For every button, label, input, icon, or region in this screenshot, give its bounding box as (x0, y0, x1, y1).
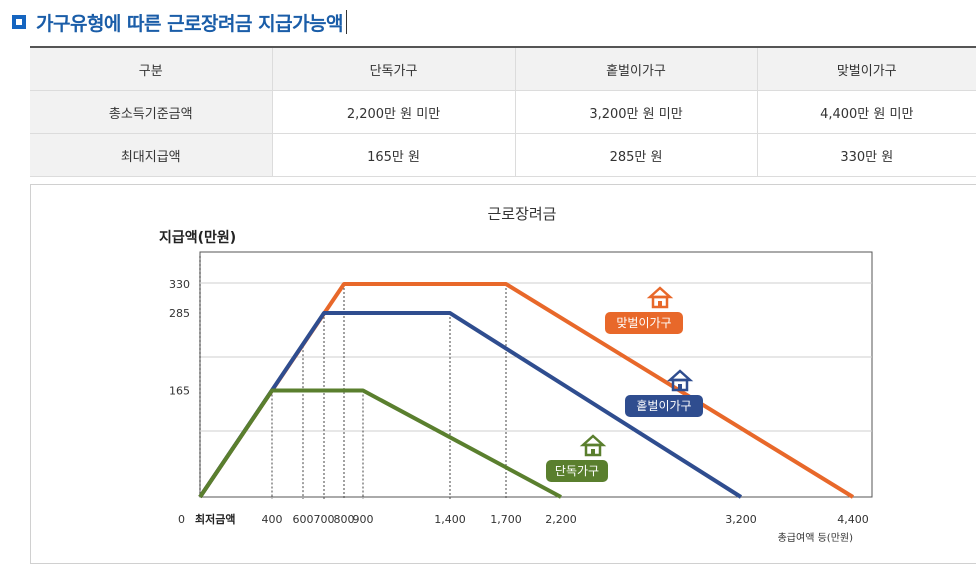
house-icon-door (678, 384, 682, 390)
table-cell: 4,400만 원 미만 (756, 90, 976, 134)
plot-frame (199, 251, 873, 498)
house-icon-door (658, 301, 662, 307)
text-cursor (346, 10, 348, 34)
benefit-table: 구분 단독가구 홑벌이가구 맞벌이가구 총소득기준금액 2,200만 원 미만 … (30, 46, 976, 177)
x-tick-label: 4,400 (837, 513, 869, 526)
table-cell: 165만 원 (271, 133, 515, 177)
table-header-cell: 구분 (30, 46, 272, 91)
series-badge-label: 홑벌이가구 (636, 399, 691, 413)
table-cell: 2,200만 원 미만 (271, 90, 515, 134)
series-badge-label: 단독가구 (555, 464, 599, 478)
y-tick-label: 330 (169, 278, 190, 291)
table-cell: 3,200만 원 미만 (514, 90, 757, 134)
x-min-label: 최저금액 (195, 512, 235, 526)
series-line (198, 388, 562, 499)
table-header-row: 구분 단독가구 홑벌이가구 맞벌이가구 (30, 46, 976, 91)
table-header-cell: 맞벌이가구 (756, 46, 976, 91)
x-tick-label: 700 (314, 513, 335, 526)
x-tick-label: 1,700 (490, 513, 522, 526)
x-tick-label: 2,200 (545, 513, 577, 526)
table-row: 최대지급액 165만 원 285만 원 330만 원 (30, 133, 976, 177)
series-badge (605, 312, 683, 334)
table-header-cell: 홑벌이가구 (514, 46, 757, 91)
x-tick-label: 600 (293, 513, 314, 526)
x-tick-label: 400 (262, 513, 283, 526)
series-badge (546, 460, 608, 482)
x-tick-label: 3,200 (725, 513, 757, 526)
y-tick-label: 285 (169, 307, 190, 320)
y-tick-label: 165 (169, 385, 190, 398)
chart-title: 근로장려금 (487, 205, 556, 223)
x-origin-label: 0 (178, 513, 185, 526)
table-cell: 285만 원 (514, 133, 757, 177)
x-tick-label: 1,400 (434, 513, 466, 526)
house-icon-door (591, 449, 595, 455)
section-heading: 가구유형에 따른 근로장려금 지급가능액 (12, 6, 348, 38)
square-bullet-icon (12, 15, 26, 29)
x-tick-label: 800 (334, 513, 355, 526)
table-row: 총소득기준금액 2,200만 원 미만 3,200만 원 미만 4,400만 원… (30, 90, 976, 134)
series-badge-label: 맞벌이가구 (616, 316, 671, 330)
section-title: 가구유형에 따른 근로장려금 지급가능액 (36, 12, 344, 35)
table-row-header: 총소득기준금액 (30, 90, 272, 134)
table-cell: 330만 원 (756, 133, 976, 177)
x-axis-label: 총급여액 등(만원) (778, 532, 853, 544)
series-badge (625, 395, 703, 417)
y-axis-label: 지급액(만원) (159, 229, 236, 246)
table-header-cell: 단독가구 (271, 46, 515, 91)
table-row-header: 최대지급액 (30, 133, 272, 177)
x-tick-label: 900 (353, 513, 374, 526)
